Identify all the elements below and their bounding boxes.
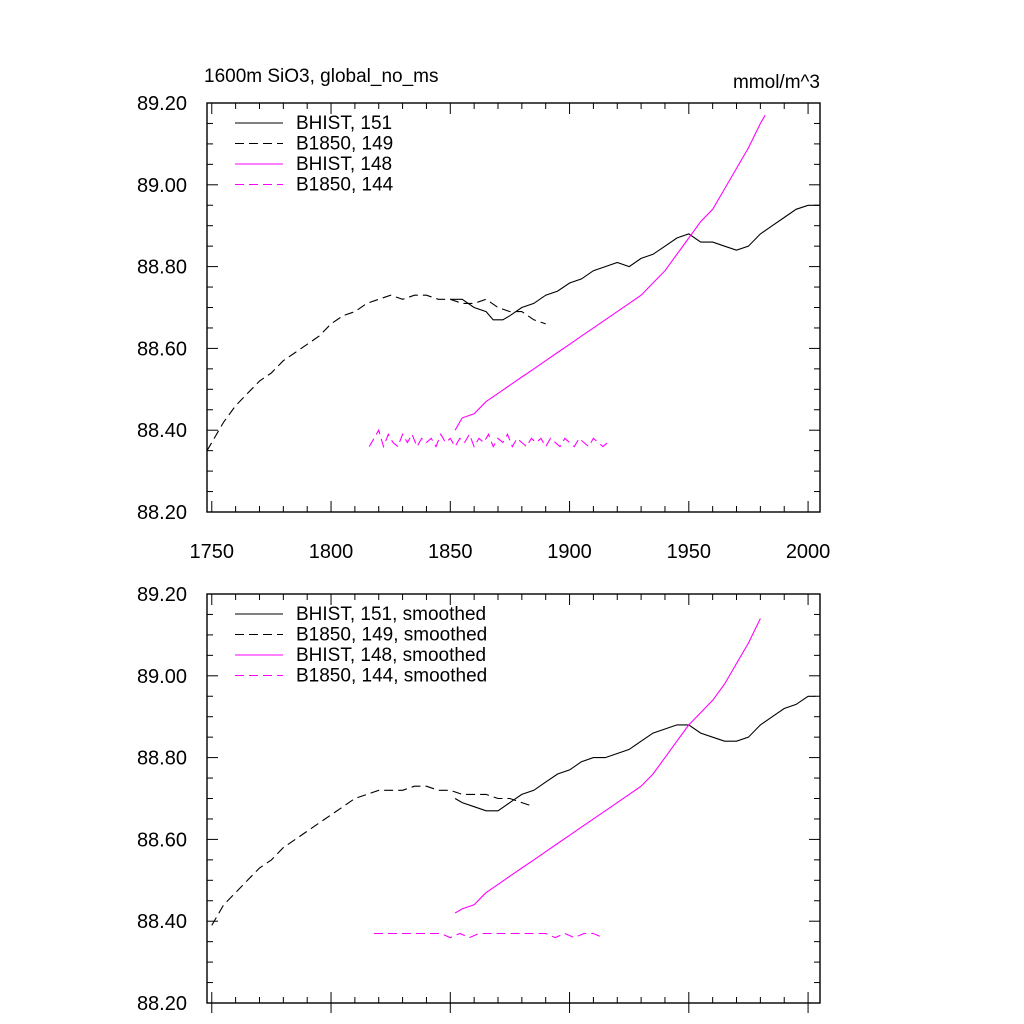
series-line [454, 115, 766, 431]
legend-label: BHIST, 148 [296, 154, 392, 175]
legend-label: BHIST, 151, smoothed [296, 604, 486, 625]
bottom-panel: 88.20 88.40 88.60 88.80 89.00 89.20 BHIST, 15… [137, 584, 821, 1015]
legend-label: B1850, 149 [296, 134, 393, 155]
x-tick-label: 2000 [786, 541, 831, 563]
legend-label: BHIST, 148, smoothed [296, 645, 486, 666]
legend-label: BHIST, 151 [296, 113, 392, 134]
x-tick-label: 1850 [428, 541, 473, 563]
y-tick-label: 88.60 [137, 338, 187, 360]
series-line [206, 294, 546, 451]
series-group [211, 618, 816, 939]
x-axis: 1750 1800 1850 1900 1950 2000 [190, 103, 831, 563]
y-axis: 88.20 88.40 88.60 88.80 89.00 89.20 [137, 93, 820, 524]
y-tick-label: 89.20 [137, 584, 187, 606]
y-tick-label: 88.40 [137, 911, 187, 933]
y-tick-label: 88.60 [137, 829, 187, 851]
y-tick-label: 89.00 [137, 666, 187, 688]
y-tick-label: 88.20 [137, 502, 187, 524]
x-tick-label: 1750 [190, 541, 235, 563]
x-axis [211, 594, 809, 1013]
units-label: mmol/m^3 [733, 72, 820, 93]
legend-label: B1850, 144, smoothed [296, 666, 487, 687]
x-tick-label: 1900 [547, 541, 592, 563]
series-group [206, 115, 820, 451]
series-line [374, 932, 604, 939]
series-line [211, 785, 534, 926]
series-line [454, 695, 816, 812]
x-tick-label: 1800 [309, 541, 354, 563]
legend-label: B1850, 149, smoothed [296, 625, 487, 646]
y-tick-label: 88.20 [137, 993, 187, 1015]
series-line [454, 618, 761, 914]
y-tick-label: 89.20 [137, 93, 187, 115]
y-tick-label: 88.80 [137, 257, 187, 279]
series-line [450, 204, 820, 321]
y-tick-label: 88.40 [137, 420, 187, 442]
top-panel: 1600m SiO3, global_no_ms mmol/m^3 88.208… [137, 66, 830, 563]
y-tick-label: 89.00 [137, 175, 187, 197]
y-tick-label: 88.80 [137, 748, 187, 770]
x-tick-label: 1950 [667, 541, 712, 563]
legend-label: B1850, 144 [296, 175, 394, 196]
chart-title: 1600m SiO3, global_no_ms [204, 66, 438, 87]
series-line [368, 428, 609, 449]
y-axis: 88.20 88.40 88.60 88.80 89.00 89.20 [137, 584, 820, 1015]
